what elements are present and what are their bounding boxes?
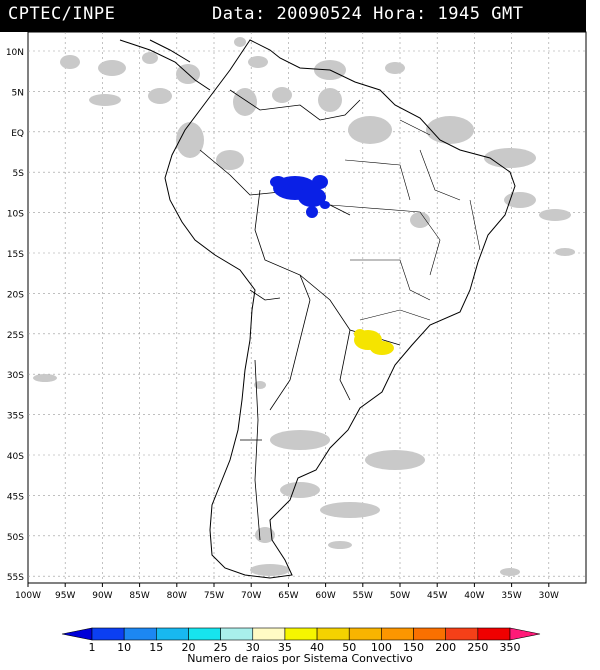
central-america-coastline (119, 39, 211, 91)
legend-value: 100 (371, 641, 392, 654)
legend-swatch (316, 627, 350, 641)
lightning-cluster-north (270, 175, 330, 218)
legend-value: 250 (467, 641, 488, 654)
legend-value: 1 (89, 641, 96, 654)
legend-swatch (123, 627, 157, 641)
legend-value: 40 (310, 641, 324, 654)
time-value: 1945 (437, 4, 481, 24)
lat-label: 25S (7, 331, 24, 341)
legend-value: 30 (246, 641, 260, 654)
lon-label: 90W (92, 591, 112, 601)
legend-swatch (381, 627, 414, 641)
lon-label: 95W (55, 591, 75, 601)
lon-label: 55W (353, 591, 373, 601)
timestamp: Data: 20090524 Hora: 1945 GMT (212, 4, 523, 24)
map-header: CPTEC/INPE Data: 20090524 Hora: 1945 GMT (0, 0, 586, 32)
lat-label: 50S (7, 533, 24, 543)
legend-value: 10 (117, 641, 131, 654)
latitude-labels: 10N 5N EQ 5S 10S 15S 20S 25S 30S 35S 40S 45S 50S 55S (6, 48, 24, 583)
south-america-coastline (164, 39, 516, 579)
legend-colorbar: 1 10 15 20 25 30 35 40 50 100 150 200 250 350 (61, 627, 541, 654)
lat-label: 35S (7, 412, 24, 422)
lon-label: 50W (390, 591, 410, 601)
lat-label: 5N (12, 88, 24, 98)
legend-swatch (413, 627, 446, 641)
lat-label: 15S (7, 250, 24, 260)
legend-swatch (477, 627, 511, 641)
legend-swatch (284, 627, 318, 641)
cloud-cover (33, 37, 575, 576)
lat-label: EQ (11, 129, 24, 139)
legend-value: 20 (181, 641, 195, 654)
lon-label: 30W (539, 591, 559, 601)
longitude-labels: 100W 95W 90W 85W 80W 75W 70W 65W 60W 55W 50W 45W 40W… (15, 583, 559, 601)
legend-arrow-left (61, 627, 93, 641)
lon-label: 60W (315, 591, 335, 601)
legend-swatch (156, 627, 189, 641)
legend-title: Numero de raios por Sistema Convectivo (187, 652, 413, 665)
legend-swatch (220, 627, 254, 641)
lat-label: 5S (13, 169, 25, 179)
legend-value: 25 (214, 641, 228, 654)
lat-label: 10N (6, 48, 24, 58)
lon-label: 65W (278, 591, 298, 601)
legend-swatch (348, 627, 382, 641)
legend-value: 350 (500, 641, 521, 654)
legend-swatch (252, 627, 286, 641)
lat-label: 30S (7, 371, 24, 381)
legend-swatch (188, 627, 221, 641)
lon-label: 85W (129, 591, 149, 601)
legend-arrow-right (509, 627, 541, 641)
lon-label: 70W (241, 591, 261, 601)
lat-label: 55S (7, 573, 24, 583)
lat-label: 40S (7, 452, 24, 462)
legend-value: 150 (403, 641, 424, 654)
lon-label: 75W (204, 591, 224, 601)
date-label: Data: (212, 4, 266, 24)
legend-swatch (91, 627, 125, 641)
legend-value: 50 (342, 641, 356, 654)
legend-value: 35 (278, 641, 292, 654)
lon-label: 45W (427, 591, 447, 601)
lon-label: 100W (15, 591, 41, 601)
legend-swatch (445, 627, 479, 641)
lat-label: 45S (7, 492, 24, 502)
lat-label: 20S (7, 290, 24, 300)
legend-value: 15 (149, 641, 163, 654)
date-value: 20090524 (276, 4, 363, 24)
timezone-label: GMT (491, 4, 524, 24)
lightning-cluster-south (354, 329, 394, 355)
lat-label: 10S (7, 210, 24, 220)
map-frame (27, 31, 587, 584)
source-label: CPTEC/INPE (8, 4, 116, 24)
lon-label: 35W (501, 591, 521, 601)
lon-label: 80W (167, 591, 187, 601)
legend-value: 200 (435, 641, 456, 654)
lon-label: 40W (464, 591, 484, 601)
time-label: Hora: (373, 4, 427, 24)
state-borders (329, 119, 481, 321)
